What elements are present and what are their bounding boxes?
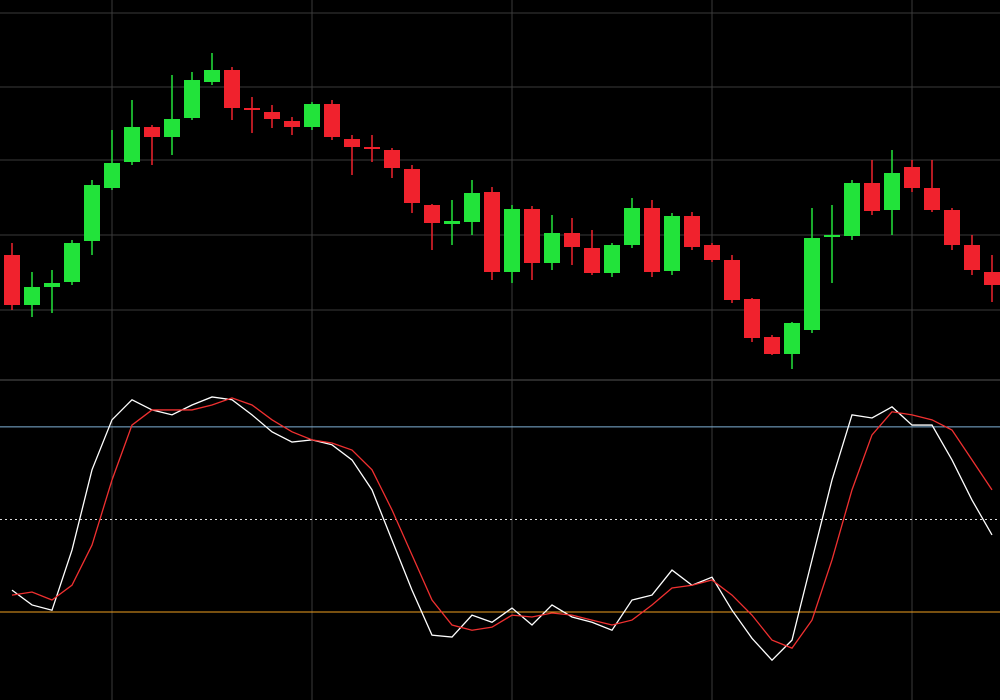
candle-body — [184, 80, 200, 118]
candle-body — [64, 243, 80, 282]
candle-body — [584, 248, 600, 273]
candle-body — [224, 70, 240, 108]
candle-body — [984, 272, 1000, 285]
candle-body — [264, 112, 280, 119]
candle-body — [764, 337, 780, 354]
candle-body — [444, 221, 460, 224]
candle-body — [704, 245, 720, 260]
candle-body — [564, 233, 580, 247]
candle-body — [504, 209, 520, 272]
candle-body — [664, 216, 680, 271]
candle-body — [404, 169, 420, 203]
candle-body — [784, 323, 800, 354]
candle-body — [44, 283, 60, 287]
candle-body — [164, 119, 180, 137]
candle-body — [484, 192, 500, 272]
candle-body — [124, 127, 140, 162]
candle-body — [104, 163, 120, 188]
candle-body — [524, 209, 540, 263]
candle-body — [744, 299, 760, 338]
candle-body — [4, 255, 20, 305]
candle-body — [464, 193, 480, 222]
candle-body — [804, 238, 820, 330]
candle-body — [304, 104, 320, 127]
candle-body — [24, 287, 40, 305]
candle-body — [864, 183, 880, 211]
candle-body — [824, 235, 840, 237]
candle-body — [684, 216, 700, 247]
candle-body — [544, 233, 560, 263]
candle-body — [644, 208, 660, 272]
candle-body — [904, 167, 920, 188]
candle-body — [284, 121, 300, 127]
candle-body — [844, 183, 860, 236]
candle-body — [144, 127, 160, 137]
candle-body — [724, 260, 740, 300]
oscillator-line — [11, 396, 993, 662]
candle-body — [244, 108, 260, 110]
candle-body — [324, 104, 340, 137]
oscillator-line — [11, 397, 993, 649]
candle-body — [604, 245, 620, 273]
candle-body — [204, 70, 220, 82]
candle-body — [884, 173, 900, 210]
candle-body — [964, 245, 980, 270]
candle-body — [384, 150, 400, 168]
candle-body — [424, 205, 440, 223]
candle-body — [624, 208, 640, 245]
candle-body — [344, 139, 360, 147]
candle-body — [944, 210, 960, 245]
candle-body — [364, 147, 380, 149]
candle-body — [84, 185, 100, 241]
candle-body — [924, 188, 940, 210]
